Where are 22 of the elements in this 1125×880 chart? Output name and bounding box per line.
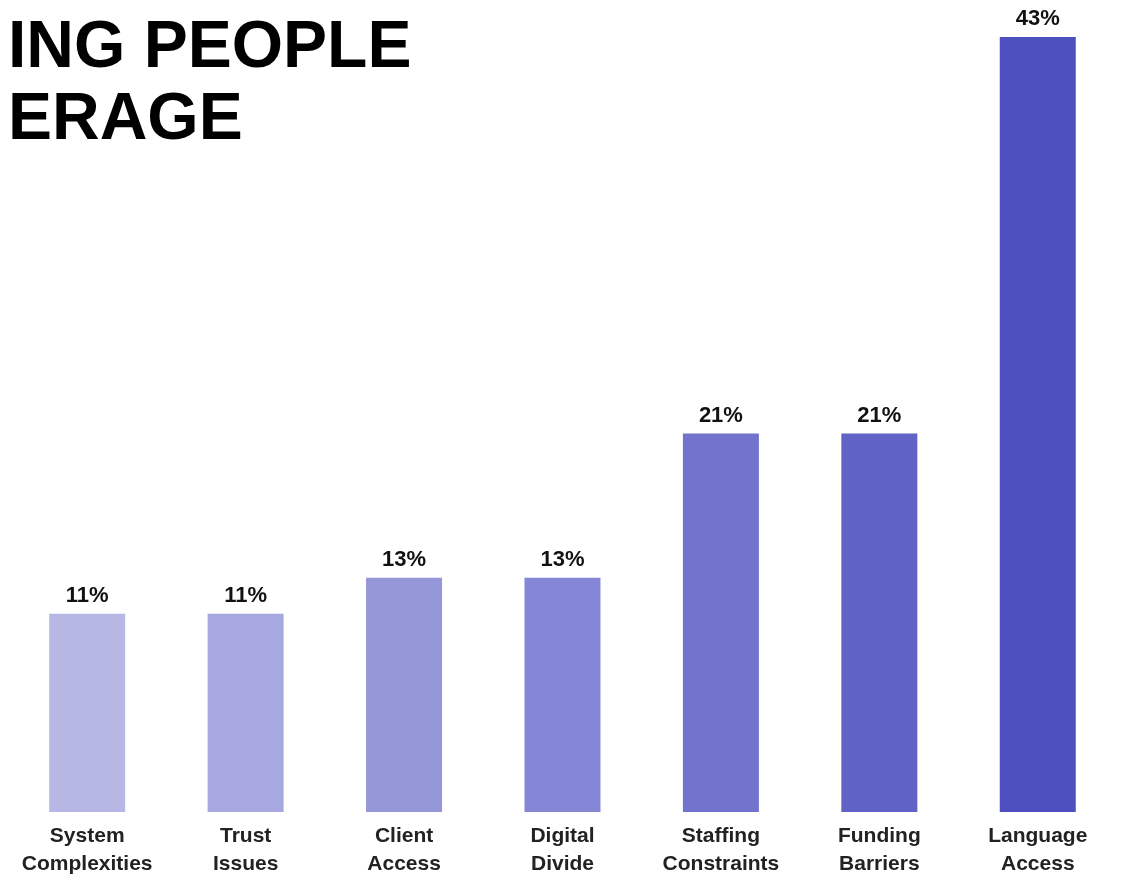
bar <box>207 613 284 812</box>
bar <box>366 577 443 812</box>
bar <box>999 37 1076 812</box>
data-label: 21% <box>698 401 743 427</box>
bar <box>841 433 918 812</box>
x-tick-label: Client Access <box>367 823 441 874</box>
x-tick-label: Funding Barriers <box>837 823 921 874</box>
x-tick-label: System Complexities <box>21 823 153 874</box>
data-label: 13% <box>540 545 585 571</box>
x-tick-label: Digital Divide <box>530 823 595 874</box>
data-label: 21% <box>857 401 902 427</box>
bar <box>682 433 759 812</box>
data-label: 13% <box>382 545 427 571</box>
x-tick-label: Staffing Constraints <box>662 823 780 874</box>
bar <box>524 577 601 812</box>
data-label: 43% <box>1015 5 1060 30</box>
bar <box>49 613 126 812</box>
x-tick-label: Language Access <box>988 823 1088 874</box>
chart-title: ING PEOPLE ERAGE <box>8 7 412 153</box>
data-label: 11% <box>224 581 268 607</box>
data-label: 11% <box>65 581 109 607</box>
x-tick-label: Trust Issues <box>212 823 279 874</box>
